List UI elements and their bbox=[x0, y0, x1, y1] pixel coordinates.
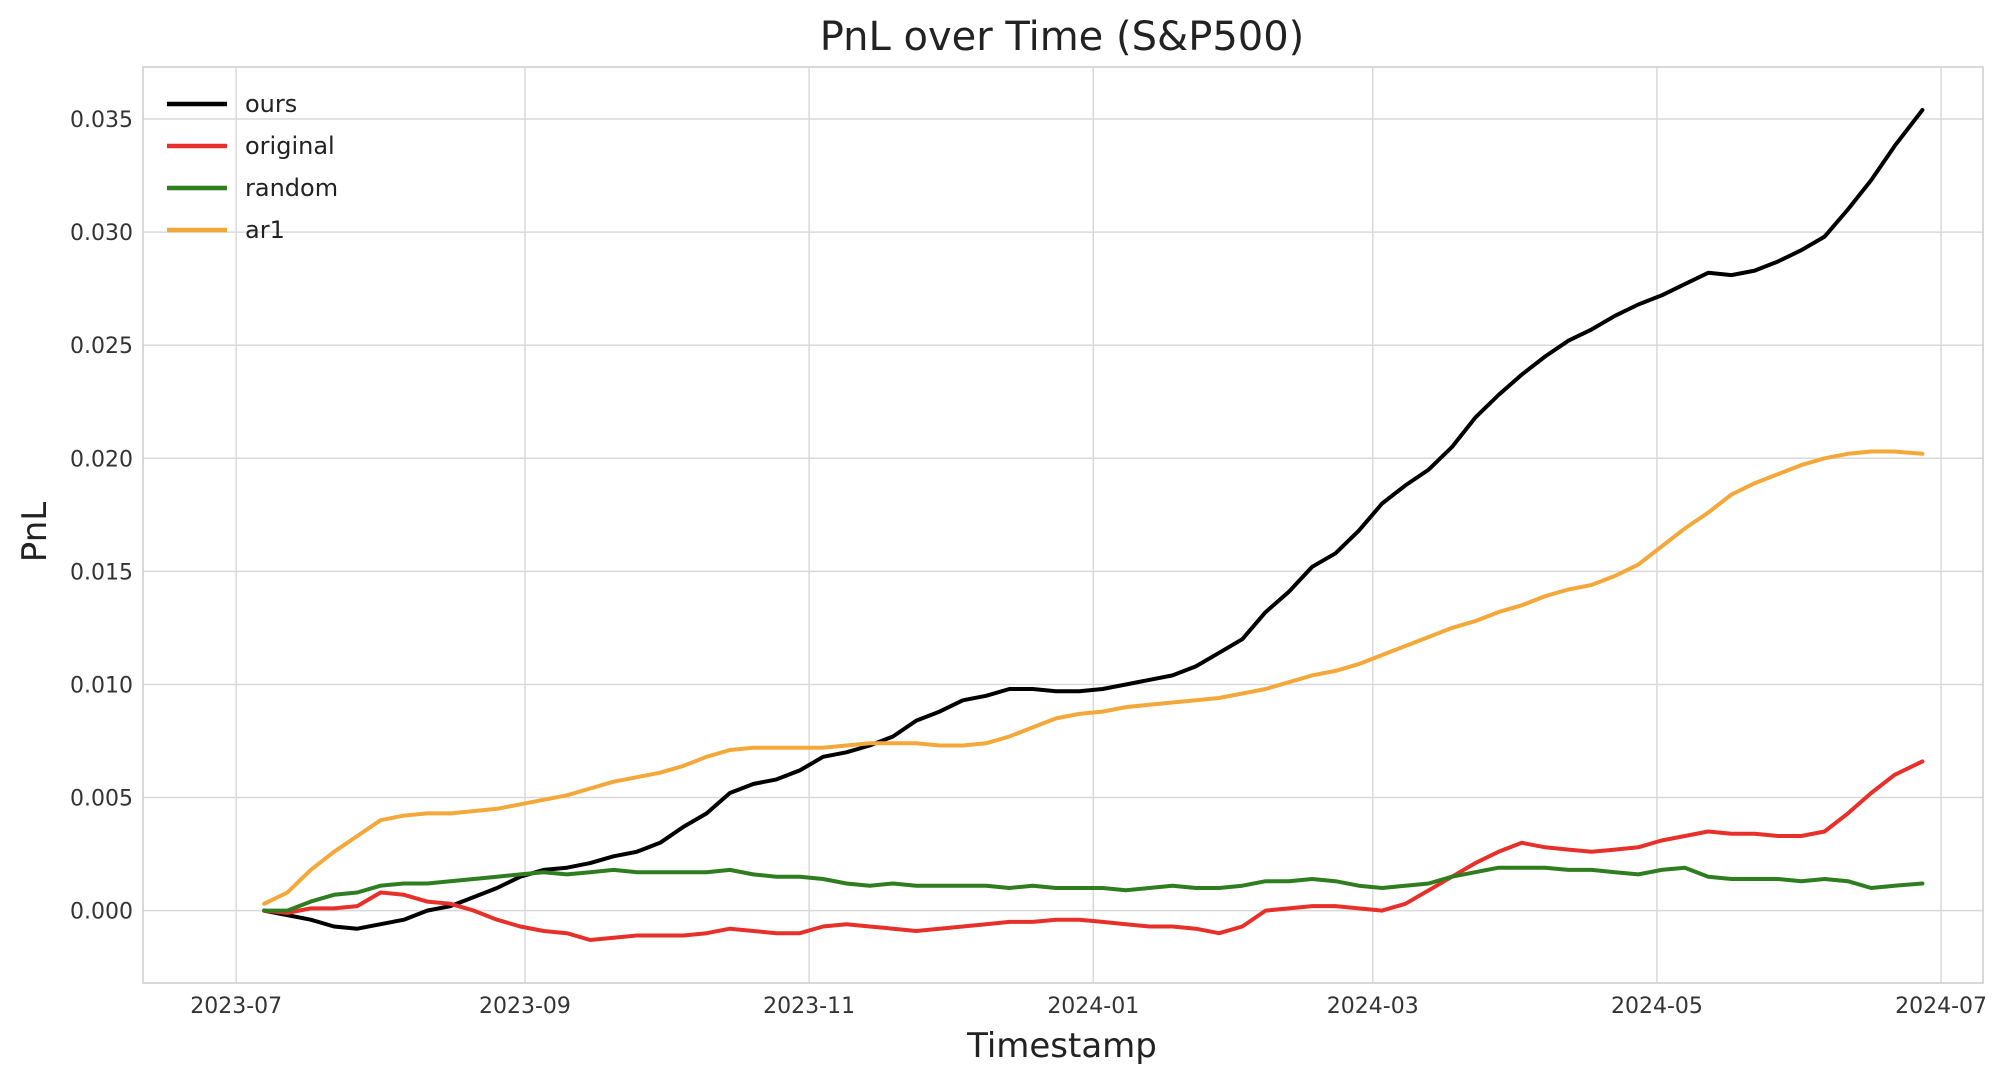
x-tick-label: 2024-05 bbox=[1611, 994, 1703, 1019]
y-tick-label: 0.015 bbox=[70, 560, 133, 585]
plot-frame bbox=[142, 66, 1984, 984]
legend-label-original: original bbox=[245, 132, 335, 160]
series-line-ar1 bbox=[262, 449, 1925, 906]
legend-label-ours: ours bbox=[245, 90, 297, 118]
x-tick-label: 2024-07 bbox=[1895, 994, 1987, 1019]
x-tick-label: 2023-11 bbox=[763, 994, 855, 1019]
series-line-original bbox=[262, 759, 1925, 942]
x-tick-label: 2023-07 bbox=[190, 994, 282, 1019]
legend-label-ar1: ar1 bbox=[245, 216, 285, 244]
legend: ours original random ar1 bbox=[167, 90, 338, 244]
y-tick-label: 0.000 bbox=[70, 900, 133, 925]
y-tick-label: 0.025 bbox=[70, 334, 133, 359]
chart-title: PnL over Time (S&P500) bbox=[820, 14, 1305, 60]
grid-lines bbox=[143, 67, 1983, 983]
y-tick-label: 0.020 bbox=[70, 447, 133, 472]
x-axis-ticks: 2023-07 2023-09 2023-11 2024-01 2024-03 2024-… bbox=[190, 994, 1987, 1019]
series-line-random bbox=[262, 865, 1925, 913]
x-tick-label: 2023-09 bbox=[479, 994, 571, 1019]
x-axis-title: Timestamp bbox=[966, 1026, 1157, 1066]
y-tick-label: 0.010 bbox=[70, 673, 133, 698]
y-axis-title: PnL bbox=[15, 502, 55, 562]
y-tick-label: 0.030 bbox=[70, 221, 133, 246]
x-tick-label: 2024-03 bbox=[1327, 994, 1419, 1019]
x-tick-label: 2024-01 bbox=[1047, 994, 1139, 1019]
y-axis-ticks: 0.000 0.005 0.010 0.015 0.020 0.025 0.030 0.035 bbox=[70, 108, 133, 925]
y-tick-label: 0.035 bbox=[70, 108, 133, 133]
y-tick-label: 0.005 bbox=[70, 787, 133, 812]
series-lines bbox=[262, 108, 1925, 942]
legend-label-random: random bbox=[245, 174, 338, 202]
